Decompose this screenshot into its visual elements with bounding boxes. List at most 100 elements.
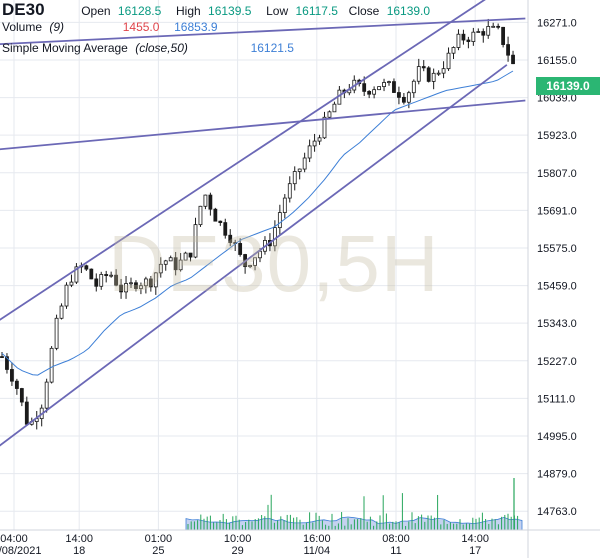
candle-body bbox=[372, 89, 377, 95]
trend-lines bbox=[0, 0, 526, 447]
volume-bars bbox=[185, 478, 523, 531]
price-tick-label: 15459.0 bbox=[537, 281, 577, 293]
candle-body bbox=[213, 208, 218, 222]
candle-body bbox=[148, 278, 153, 288]
grid bbox=[0, 0, 528, 530]
candle-body bbox=[362, 83, 367, 92]
candle-body bbox=[302, 157, 307, 170]
candle-body bbox=[506, 44, 510, 56]
date-tick-label: 11/04 bbox=[303, 545, 330, 557]
price-tick-label: 16155.0 bbox=[537, 55, 577, 67]
candle-body bbox=[158, 263, 163, 274]
candle-body bbox=[491, 25, 496, 28]
candle-body bbox=[307, 145, 312, 159]
candle-body bbox=[188, 252, 193, 258]
low-label: Low bbox=[266, 4, 289, 18]
candle-body bbox=[59, 305, 64, 319]
candle-body bbox=[10, 369, 14, 382]
candle-body bbox=[466, 39, 471, 42]
candle-body bbox=[14, 380, 19, 389]
candle-body bbox=[74, 266, 79, 283]
price-tick-label: 15343.0 bbox=[537, 318, 577, 330]
sma-param: (close,50) bbox=[135, 41, 188, 55]
candle-body bbox=[397, 92, 401, 98]
candle-body bbox=[223, 222, 228, 236]
close-label: Close bbox=[348, 4, 380, 18]
candle-body bbox=[496, 25, 501, 28]
top-flat-line bbox=[0, 17, 526, 45]
candle-body bbox=[277, 212, 282, 229]
symbol-name: DE30 bbox=[2, 0, 45, 19]
candle-body bbox=[476, 31, 481, 33]
low-value: 16117.5 bbox=[295, 4, 338, 18]
candle-body bbox=[24, 401, 29, 425]
candle-body bbox=[461, 33, 466, 41]
candle-body bbox=[272, 227, 277, 247]
candle-body bbox=[471, 31, 476, 42]
candle-body bbox=[421, 66, 426, 69]
candle-body bbox=[134, 282, 138, 289]
candle-body bbox=[163, 260, 168, 265]
date-tick-label: 17 bbox=[469, 545, 481, 557]
candle-body bbox=[511, 54, 515, 65]
candle-body bbox=[19, 388, 24, 403]
time-tick-label: 04:00 bbox=[0, 533, 28, 545]
candle-body bbox=[446, 52, 451, 70]
candle-body bbox=[387, 81, 391, 84]
candle-body bbox=[382, 82, 386, 88]
date-tick-label: 11 bbox=[390, 545, 401, 557]
candle-body bbox=[431, 72, 436, 82]
sma-label: Simple Moving Average bbox=[2, 41, 128, 55]
candle-body bbox=[292, 171, 297, 185]
candle-body bbox=[139, 285, 143, 289]
candle-body bbox=[392, 81, 396, 93]
time-tick-label: 14:00 bbox=[65, 533, 93, 545]
price-tick-label: 15227.0 bbox=[537, 356, 577, 368]
price-axis: 16271.0 16155.0 16039.0 15923.0 15807.0 15691… bbox=[527, 0, 577, 558]
volume-value: 1455.0 bbox=[122, 20, 160, 34]
candle-body bbox=[44, 381, 49, 409]
candle-body bbox=[94, 278, 99, 287]
candle-body bbox=[99, 274, 104, 287]
candle-body bbox=[143, 278, 148, 287]
candle-body bbox=[84, 265, 89, 270]
high-label: High bbox=[176, 4, 201, 18]
date-tick-label: 29 bbox=[231, 545, 243, 557]
price-tick-label: 15575.0 bbox=[537, 243, 577, 255]
candle-body bbox=[441, 68, 446, 74]
price-tick-label: 14763.0 bbox=[537, 506, 577, 518]
candle-body bbox=[69, 281, 74, 286]
candle-body bbox=[317, 137, 322, 142]
candle-body bbox=[411, 80, 416, 94]
volume-ma-value: 16853.9 bbox=[174, 20, 218, 34]
sma-line bbox=[1, 70, 514, 376]
candle-body bbox=[501, 26, 506, 45]
time-axis: 04:0010/08/202114:001801:002510:002916:0… bbox=[0, 529, 600, 557]
open-label: Open bbox=[81, 4, 111, 18]
candle-body bbox=[426, 67, 431, 82]
price-tick-label: 15111.0 bbox=[537, 393, 575, 405]
candle-body bbox=[297, 168, 302, 172]
candle-body bbox=[178, 259, 183, 271]
time-tick-label: 14:00 bbox=[461, 533, 489, 545]
candle-body bbox=[208, 194, 213, 210]
last-price-tag: 16139.0 bbox=[536, 77, 600, 95]
candle-body bbox=[193, 224, 198, 258]
candle-body bbox=[238, 243, 243, 255]
sma-value: 16121.5 bbox=[250, 41, 294, 55]
candle-body bbox=[406, 92, 411, 103]
price-tick-label: 15691.0 bbox=[537, 205, 577, 217]
candle-body bbox=[377, 86, 381, 91]
time-tick-label: 10:00 bbox=[224, 533, 252, 545]
candle-body bbox=[119, 284, 123, 293]
high-value: 16139.5 bbox=[208, 4, 252, 18]
candle-body bbox=[401, 96, 406, 103]
bottom-flat-line bbox=[0, 99, 526, 151]
candle-body bbox=[312, 140, 317, 147]
legend: DE30 Open 16128.5 High 16139.5 Low 16117… bbox=[0, 0, 530, 60]
date-tick-label: 18 bbox=[73, 545, 85, 557]
date-tick-label: 10/08/2021 bbox=[0, 545, 42, 557]
candle-body bbox=[332, 103, 337, 113]
time-tick-label: 16:00 bbox=[303, 533, 331, 545]
